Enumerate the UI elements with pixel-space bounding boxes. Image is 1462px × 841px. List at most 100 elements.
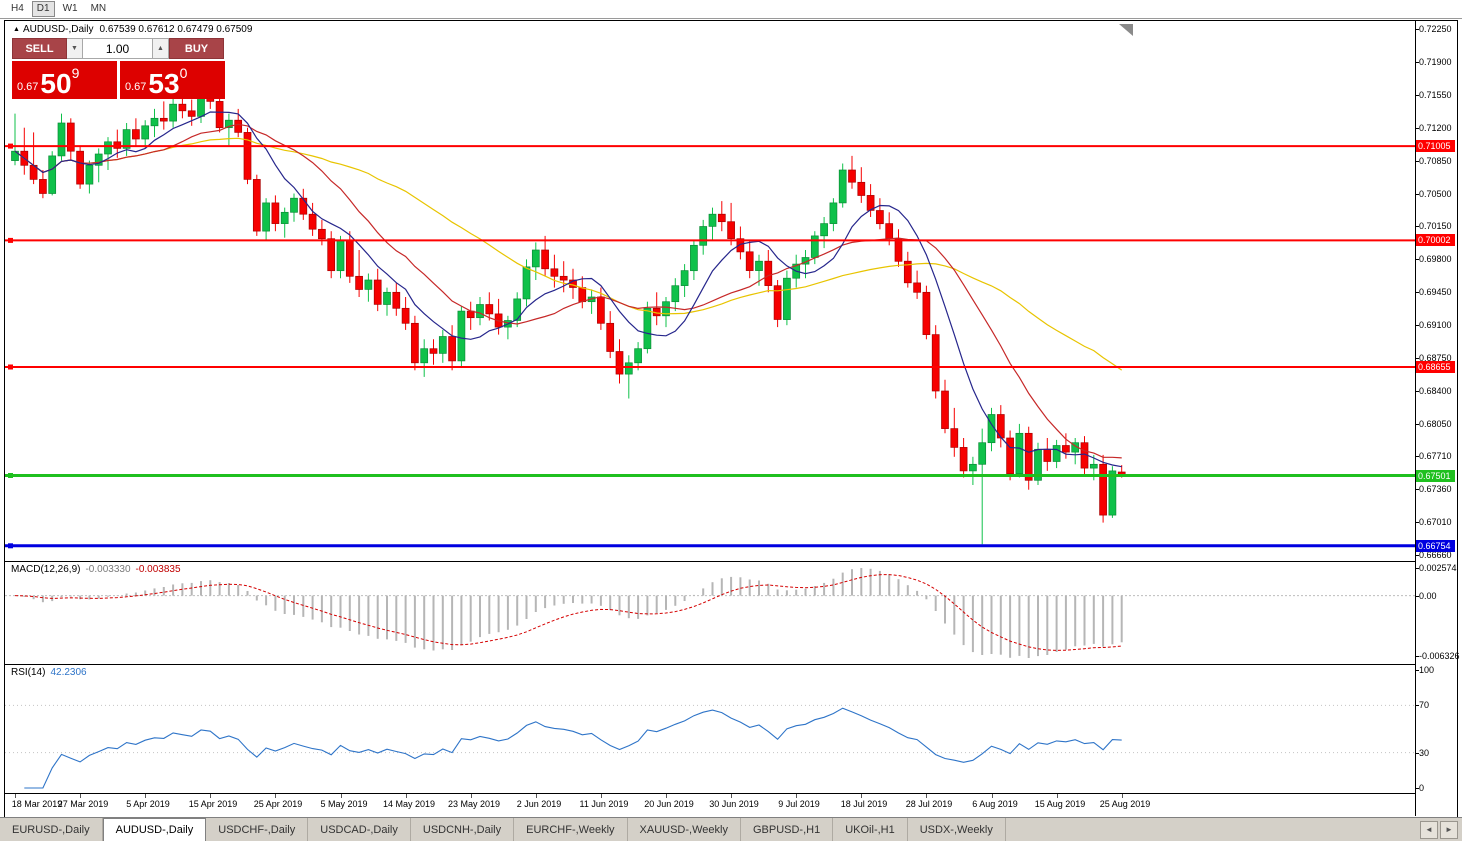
date-axis-tick [861,794,862,798]
tabs-scroll-right-icon[interactable]: ► [1440,820,1458,839]
date-axis-label: 20 Jun 2019 [644,799,694,809]
sell-button[interactable]: SELL [12,38,67,59]
buy-button[interactable]: BUY [169,38,224,59]
level-price-tag: 0.66754 [1416,540,1455,552]
time-scale[interactable]: 18 Mar 2019 27 Mar 2019 5 Apr 2019 15 Apr 2… [5,794,1415,816]
price-scale-tick [1416,358,1419,359]
tab-usdchf-daily[interactable]: USDCHF-,Daily [206,818,309,841]
price-scale-label: 0.70150 [1419,221,1452,231]
tab-eurchf-weekly[interactable]: EURCHF-,Weekly [514,818,628,841]
tab-audusd-daily[interactable]: AUDUSD-,Daily [102,818,207,841]
price-scale-tick [1416,29,1419,30]
macd-indicator-canvas[interactable] [5,562,1415,664]
rsi-value: 42.2306 [50,667,87,678]
tab-scroll-buttons: ◄ ► [1420,818,1462,841]
panel-separator[interactable] [5,793,1455,794]
tab-ukoil-h1[interactable]: UKOil-,H1 [833,818,908,841]
date-axis-label: 25 Aug 2019 [1099,799,1151,809]
chart-window: ▲ AUDUSD-,Daily 0.67539 0.67612 0.67479 0.… [4,20,1460,819]
tab-xauusd-weekly[interactable]: XAUUSD-,Weekly [628,818,741,841]
date-axis-label: 5 Apr 2019 [126,799,170,809]
timeframe-mn-button[interactable]: MN [90,3,107,14]
price-scale[interactable]: 0.72250 0.71900 0.71550 0.71200 0.70850 0.705… [1416,21,1460,816]
timeframe-d1-button[interactable]: D1 [31,1,55,17]
ma-fast-line [14,111,1122,468]
tab-eurusd-daily[interactable]: EURUSD-,Daily [0,818,103,841]
hline-handle [8,473,13,478]
bid-price-button[interactable]: 0.67 50 9 [12,61,117,99]
timeframe-toolbar: H4 D1 W1 MN [0,0,1462,19]
date-axis-label: 11 Jun 2019 [579,799,629,809]
tab-usdcnh-daily[interactable]: USDCNH-,Daily [411,818,515,841]
date-axis-tick [471,794,472,798]
price-scale-tick [1416,424,1419,425]
price-scale-tick [1416,95,1419,96]
volume-decrease-icon[interactable]: ▼ [67,38,83,59]
bid-price-prefix: 0.67 [17,81,39,93]
macd-scale-label: 0.00 [1419,591,1437,601]
bid-price-pipette: 9 [71,65,80,81]
price-scale-tick [1416,226,1419,227]
date-axis-label: 23 May 2019 [447,799,501,809]
price-scale-tick [1416,194,1419,195]
price-scale-tick [1416,489,1419,490]
level-price-tag: 0.68655 [1416,361,1455,373]
chart-tabs: EURUSD-,Daily AUDUSD-,Daily USDCHF-,Daily U… [0,818,1006,841]
date-axis-label: 5 May 2019 [320,799,368,809]
price-scale-label: 0.72250 [1419,24,1452,34]
chart-ohlc-values: 0.67539 0.67612 0.67479 0.67509 [99,24,253,35]
rsi-scale-tick [1416,788,1419,789]
date-axis-label: 15 Apr 2019 [188,799,238,809]
price-scale-tick [1416,555,1419,556]
date-axis-tick [731,794,732,798]
date-axis-tick [406,794,407,798]
price-scale-tick [1416,325,1419,326]
chart-collapse-icon[interactable]: ▲ [13,26,20,33]
rsi-indicator-canvas[interactable] [5,665,1415,793]
panel-separator[interactable] [5,561,1455,562]
price-scale-border [1415,21,1416,816]
price-scale-label: 0.69450 [1419,287,1452,297]
tab-gbpusd-h1[interactable]: GBPUSD-,H1 [741,818,834,841]
rsi-scale-label: 0 [1419,783,1425,793]
price-scale-label: 0.71200 [1419,123,1452,133]
date-axis-label: 18 Jul 2019 [840,799,888,809]
rsi-scale-tick [1416,705,1419,706]
hline-handle [8,237,13,243]
timeframe-h4-button[interactable]: H4 [11,3,24,14]
chart-tab-bar: EURUSD-,Daily AUDUSD-,Daily USDCHF-,Daily U… [0,817,1462,841]
price-scale-label: 0.67710 [1419,451,1452,461]
macd-name: MACD(12,26,9) [11,564,81,575]
volume-increase-icon[interactable]: ▲ [153,38,169,59]
tab-usdx-weekly[interactable]: USDX-,Weekly [908,818,1006,841]
tab-usdcad-daily[interactable]: USDCAD-,Daily [308,818,411,841]
ask-price-big: 53 [148,68,180,100]
macd-scale-tick [1416,656,1419,657]
macd-label: MACD(12,26,9) -0.003330 -0.003835 [11,564,181,575]
timeframe-w1-button[interactable]: W1 [62,3,78,14]
date-axis-tick [341,794,342,798]
ask-price-button[interactable]: 0.67 53 0 [120,61,225,99]
moving-averages [14,111,1123,468]
date-axis-label: 15 Aug 2019 [1034,799,1086,809]
macd-histogram [23,568,1123,658]
rsi-scale-label: 100 [1419,665,1435,675]
price-scale-label: 0.71900 [1419,57,1452,67]
panel-separator[interactable] [5,664,1455,665]
date-axis-label: 6 Aug 2019 [972,799,1018,809]
date-axis-tick [1122,794,1123,798]
date-axis-label: 14 May 2019 [382,799,436,809]
level-price-tag: 0.67501 [1416,470,1455,482]
tabs-scroll-left-icon[interactable]: ◄ [1420,820,1438,839]
ask-price-pipette: 0 [179,65,188,81]
date-axis-tick [536,794,537,798]
price-chart-canvas[interactable] [5,21,1415,561]
macd-signal-value: -0.003835 [135,564,181,575]
level-price-tag: 0.71005 [1416,140,1455,152]
macd-scale-label: -0.006326 [1419,651,1460,661]
volume-input[interactable] [83,38,153,59]
bid-price-big: 50 [40,68,72,100]
hline-handle [8,543,13,549]
price-scale-label: 0.67010 [1419,517,1452,527]
rsi-scale-label: 30 [1419,748,1430,758]
